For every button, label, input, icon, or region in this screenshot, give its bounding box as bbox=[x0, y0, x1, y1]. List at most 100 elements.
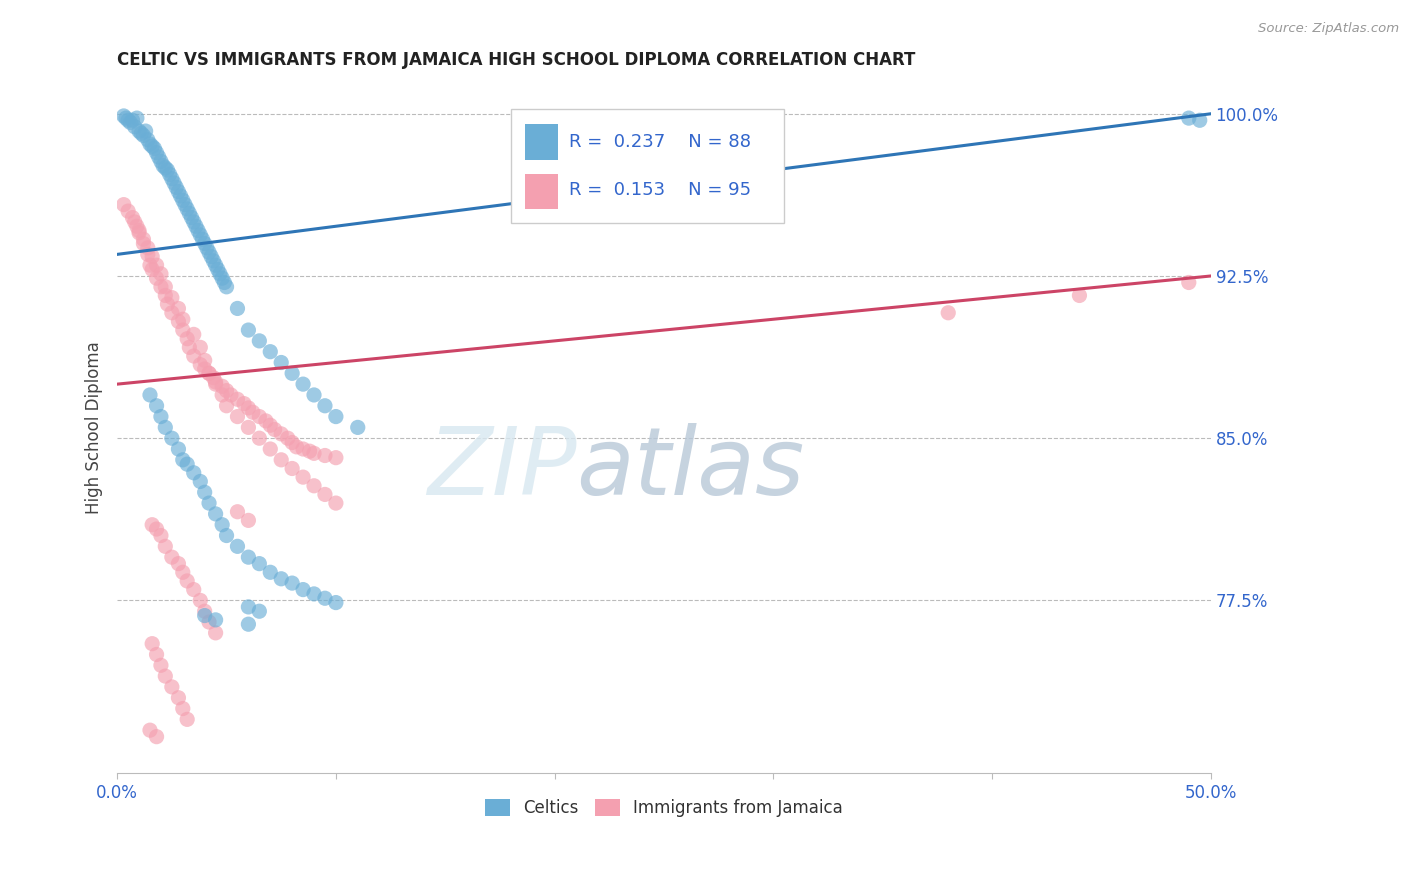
Point bbox=[128, 223, 150, 237]
Point bbox=[155, 539, 177, 553]
Point bbox=[198, 245, 221, 260]
Point bbox=[214, 276, 236, 290]
Point bbox=[160, 291, 183, 305]
Point bbox=[259, 566, 281, 580]
Point bbox=[145, 258, 167, 272]
Point bbox=[176, 202, 198, 216]
Point bbox=[183, 582, 205, 597]
Point bbox=[148, 150, 170, 164]
Text: ZIP: ZIP bbox=[427, 424, 576, 515]
Point bbox=[159, 167, 181, 181]
Point bbox=[254, 414, 277, 428]
Point bbox=[285, 440, 308, 454]
Point bbox=[302, 587, 325, 601]
Point bbox=[167, 314, 190, 328]
Point bbox=[207, 262, 229, 277]
Point bbox=[281, 435, 304, 450]
Point bbox=[176, 574, 198, 588]
Point bbox=[195, 241, 218, 255]
Point bbox=[247, 431, 270, 445]
Y-axis label: High School Diploma: High School Diploma bbox=[86, 341, 103, 514]
Point bbox=[233, 396, 256, 410]
Text: atlas: atlas bbox=[576, 424, 804, 515]
Point bbox=[215, 384, 238, 398]
Point bbox=[188, 340, 211, 354]
Point bbox=[167, 442, 190, 456]
Point bbox=[117, 204, 139, 219]
Point bbox=[194, 608, 217, 623]
Point bbox=[346, 420, 368, 434]
Point bbox=[238, 323, 260, 337]
Point bbox=[200, 250, 222, 264]
Point bbox=[145, 522, 167, 536]
Point bbox=[172, 312, 194, 326]
Point bbox=[238, 599, 260, 614]
Point bbox=[167, 690, 190, 705]
Point bbox=[1069, 288, 1091, 302]
Point bbox=[132, 236, 155, 251]
Point bbox=[188, 593, 211, 607]
Point bbox=[179, 340, 201, 354]
Point bbox=[215, 280, 238, 294]
Point bbox=[188, 358, 211, 372]
Point bbox=[1178, 111, 1201, 125]
Point bbox=[156, 297, 179, 311]
Point bbox=[259, 442, 281, 456]
Point bbox=[143, 141, 166, 155]
Point bbox=[259, 344, 281, 359]
Point bbox=[314, 487, 336, 501]
Point bbox=[247, 557, 270, 571]
Point bbox=[132, 232, 155, 246]
Point bbox=[302, 388, 325, 402]
Point bbox=[124, 120, 146, 134]
Point bbox=[219, 388, 242, 402]
Point bbox=[172, 566, 194, 580]
Legend: Celtics, Immigrants from Jamaica: Celtics, Immigrants from Jamaica bbox=[478, 792, 849, 824]
Point bbox=[202, 370, 225, 384]
Point bbox=[139, 258, 162, 272]
Point bbox=[165, 180, 187, 194]
Point bbox=[155, 280, 177, 294]
Point bbox=[263, 423, 285, 437]
Point bbox=[281, 461, 304, 475]
Point bbox=[298, 444, 321, 458]
FancyBboxPatch shape bbox=[510, 109, 785, 223]
Point bbox=[281, 576, 304, 591]
Point bbox=[139, 137, 162, 152]
Point bbox=[139, 723, 162, 738]
Point bbox=[204, 613, 226, 627]
Point bbox=[172, 194, 194, 208]
Text: R =  0.153    N = 95: R = 0.153 N = 95 bbox=[569, 181, 751, 199]
Point bbox=[163, 176, 186, 190]
Point bbox=[136, 133, 159, 147]
Point bbox=[202, 253, 225, 268]
Point bbox=[121, 211, 143, 225]
Point bbox=[188, 227, 211, 242]
Point bbox=[325, 596, 347, 610]
Point bbox=[226, 392, 249, 407]
Point bbox=[124, 215, 146, 229]
Point bbox=[302, 479, 325, 493]
Point bbox=[211, 271, 233, 285]
Point bbox=[238, 401, 260, 415]
Point bbox=[115, 111, 138, 125]
Text: R =  0.237    N = 88: R = 0.237 N = 88 bbox=[569, 133, 751, 151]
Point bbox=[141, 637, 163, 651]
Point bbox=[156, 163, 179, 178]
Point bbox=[270, 426, 292, 441]
Point bbox=[160, 550, 183, 565]
Point bbox=[226, 409, 249, 424]
Point bbox=[172, 701, 194, 715]
Point bbox=[314, 449, 336, 463]
Point bbox=[188, 475, 211, 489]
Point bbox=[176, 332, 198, 346]
Point bbox=[149, 528, 172, 542]
Point bbox=[302, 446, 325, 460]
Point bbox=[198, 615, 221, 629]
Point bbox=[211, 388, 233, 402]
Point bbox=[155, 420, 177, 434]
Point bbox=[936, 306, 959, 320]
Point bbox=[247, 334, 270, 348]
Point bbox=[215, 399, 238, 413]
Text: Source: ZipAtlas.com: Source: ZipAtlas.com bbox=[1258, 22, 1399, 36]
